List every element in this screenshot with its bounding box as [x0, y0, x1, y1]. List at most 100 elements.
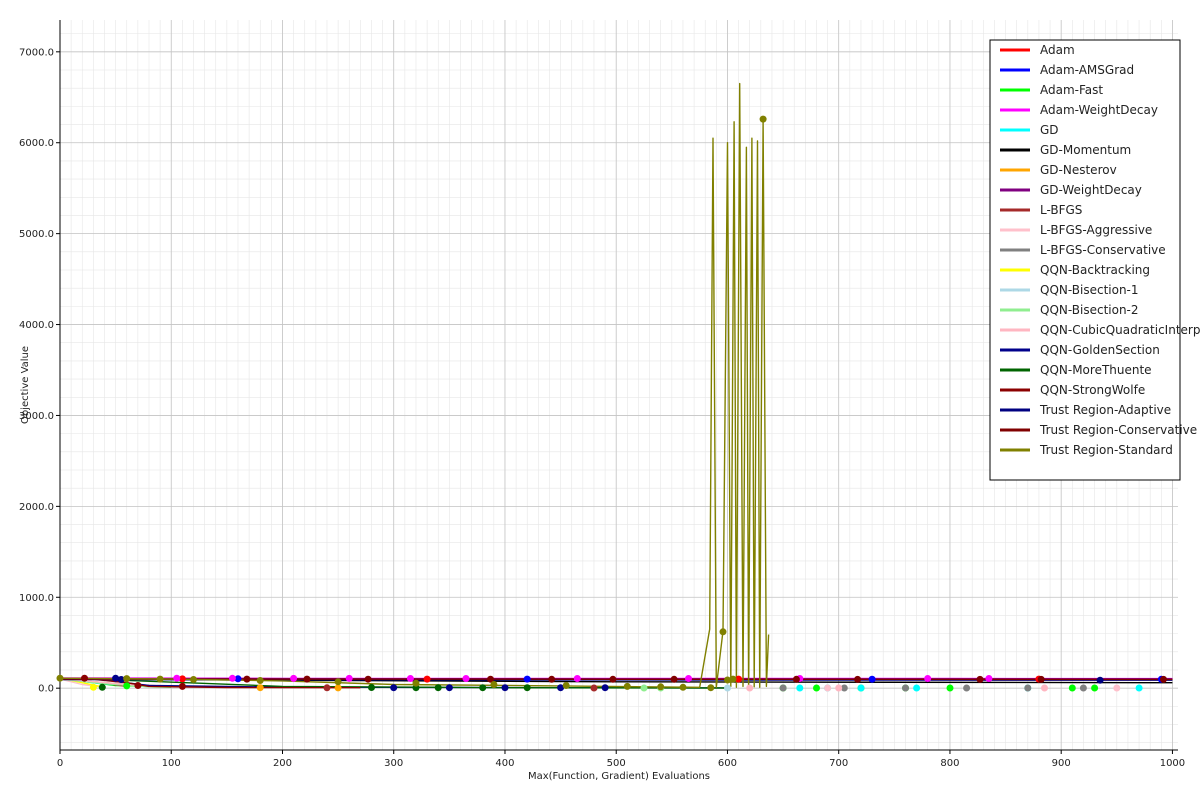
series-marker — [304, 676, 311, 683]
series-marker — [173, 675, 180, 682]
legend-label: Adam-AMSGrad — [1040, 63, 1134, 77]
legend-label: Trust Region-Adaptive — [1039, 403, 1171, 417]
series-marker — [624, 683, 631, 690]
x-tick-label: 100 — [162, 758, 181, 769]
series-marker — [685, 675, 692, 682]
series-marker — [746, 685, 753, 692]
legend-label: Adam-Fast — [1040, 83, 1103, 97]
series-marker — [1080, 685, 1087, 692]
series-marker — [290, 675, 297, 682]
series-marker — [123, 682, 130, 689]
legend-label: L-BFGS — [1040, 203, 1082, 217]
y-tick-label: 4000.0 — [19, 320, 54, 331]
y-tick-label: 1000.0 — [19, 593, 54, 604]
series-marker — [720, 628, 727, 635]
series-marker — [424, 676, 431, 683]
series-marker — [257, 684, 264, 691]
series-line — [60, 84, 769, 688]
series-marker — [1041, 685, 1048, 692]
legend-label: GD — [1040, 123, 1059, 137]
legend-label: Trust Region-Conservative — [1039, 423, 1197, 437]
series-marker — [190, 676, 197, 683]
legend: Adam Adam-AMSGrad Adam-Fast Adam-WeightDeca… — [990, 40, 1200, 480]
series-marker — [335, 684, 342, 691]
series-marker — [602, 684, 609, 691]
series-marker — [324, 684, 331, 691]
legend-label: QQN-GoldenSection — [1040, 343, 1160, 357]
x-tick-label: 900 — [1052, 758, 1071, 769]
series-marker — [707, 684, 714, 691]
series-marker — [657, 683, 664, 690]
series-marker — [368, 684, 375, 691]
y-tick-label: 0.0 — [38, 684, 54, 695]
series-marker — [390, 684, 397, 691]
series-marker — [680, 684, 687, 691]
x-tick-label: 600 — [718, 758, 737, 769]
x-tick-label: 0 — [57, 758, 63, 769]
series-marker — [963, 685, 970, 692]
series-marker — [671, 676, 678, 683]
series-marker — [463, 675, 470, 682]
x-tick-label: 400 — [495, 758, 514, 769]
legend-label: GD-Nesterov — [1040, 163, 1117, 177]
series-marker — [479, 684, 486, 691]
series-marker — [835, 685, 842, 692]
legend-label: QQN-MoreThuente — [1040, 363, 1152, 377]
legend-label: Adam — [1040, 43, 1075, 57]
legend-label: GD-WeightDecay — [1040, 183, 1142, 197]
legend-label: QQN-Bisection-2 — [1040, 303, 1139, 317]
x-tick-label: 1000 — [1160, 758, 1185, 769]
y-axis-title: Objective Value — [20, 346, 31, 424]
series-marker — [134, 682, 141, 689]
series-marker — [346, 675, 353, 682]
series-marker — [609, 676, 616, 683]
series-marker — [977, 676, 984, 683]
series-marker — [1069, 685, 1076, 692]
series-marker — [1038, 676, 1045, 683]
x-axis-title: Max(Function, Gradient) Evaluations — [528, 771, 710, 782]
series-marker — [947, 685, 954, 692]
series-marker — [123, 675, 130, 682]
series-marker — [335, 678, 342, 685]
y-tick-label: 7000.0 — [19, 47, 54, 58]
y-tick-label: 6000.0 — [19, 138, 54, 149]
series-marker — [902, 685, 909, 692]
series-marker — [563, 682, 570, 689]
series-marker — [57, 675, 64, 682]
legend-label: GD-Momentum — [1040, 143, 1131, 157]
series-marker — [793, 676, 800, 683]
series-marker — [760, 116, 767, 123]
series-marker — [913, 685, 920, 692]
series-marker — [730, 676, 737, 683]
series-marker — [574, 675, 581, 682]
x-tick-label: 500 — [607, 758, 626, 769]
legend-label: QQN-StrongWolfe — [1040, 383, 1145, 397]
series-marker — [407, 675, 414, 682]
legend-label: Adam-WeightDecay — [1040, 103, 1158, 117]
series-marker — [257, 677, 264, 684]
series-marker — [1113, 685, 1120, 692]
series-marker — [502, 684, 509, 691]
series-marker — [1091, 685, 1098, 692]
series-marker — [869, 676, 876, 683]
series-marker — [179, 683, 186, 690]
series-marker — [490, 681, 497, 688]
x-tick-label: 300 — [384, 758, 403, 769]
series-marker — [924, 675, 931, 682]
series-marker — [229, 675, 236, 682]
series-marker — [1097, 677, 1104, 684]
series-marker — [641, 685, 648, 692]
legend-label: Trust Region-Standard — [1039, 443, 1173, 457]
series-marker — [446, 684, 453, 691]
series-marker — [1136, 685, 1143, 692]
series-marker — [591, 685, 598, 692]
series-marker — [985, 675, 992, 682]
x-tick-label: 800 — [940, 758, 959, 769]
series-marker — [796, 685, 803, 692]
series-marker — [99, 684, 106, 691]
series-marker — [548, 676, 555, 683]
series-marker — [524, 684, 531, 691]
legend-label: QQN-Bisection-1 — [1040, 283, 1139, 297]
